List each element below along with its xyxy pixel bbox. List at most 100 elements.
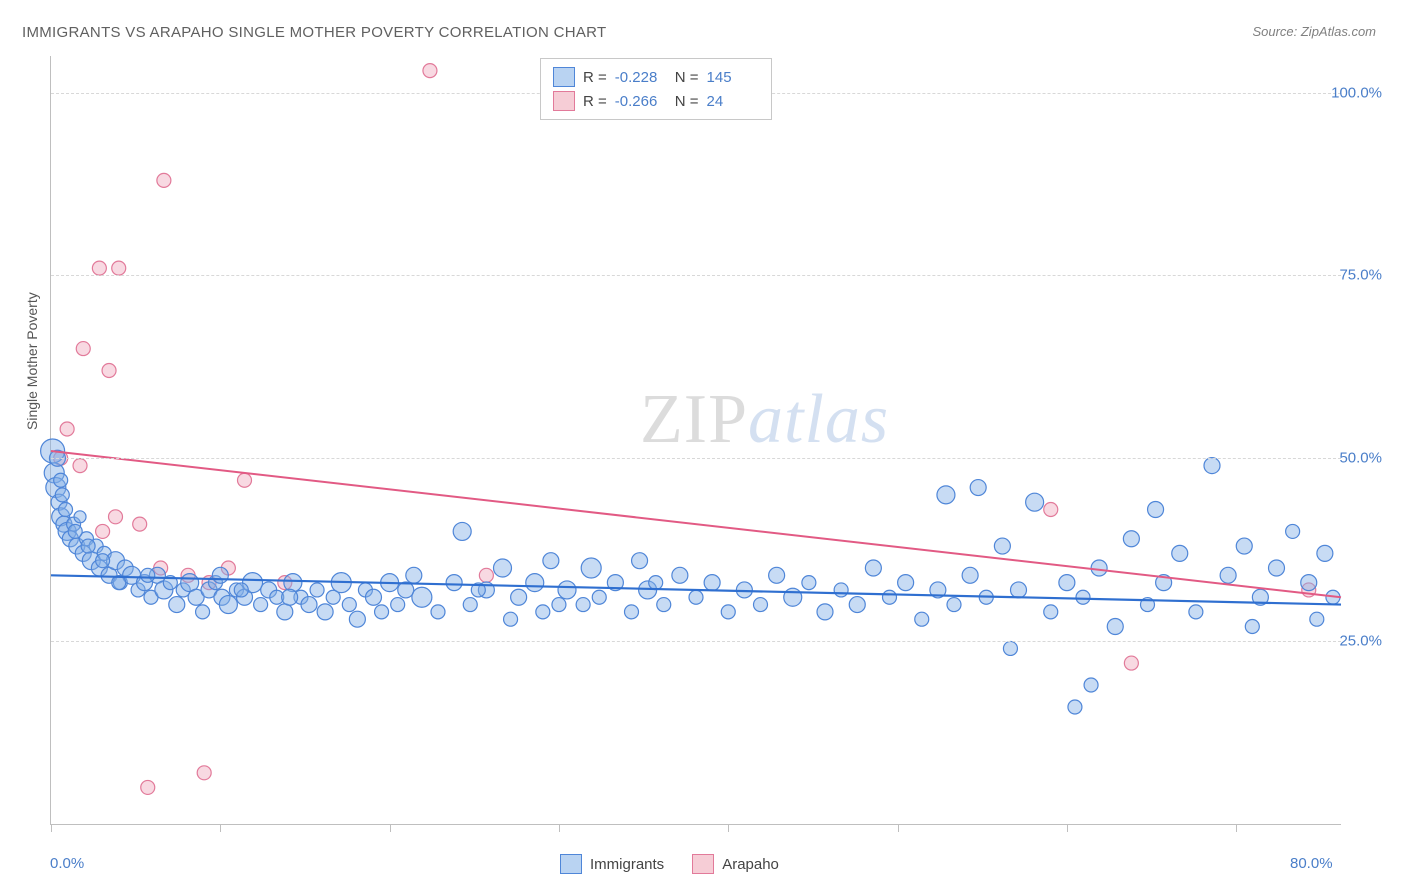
data-point — [1245, 620, 1259, 634]
data-point — [412, 587, 432, 607]
data-point — [1148, 501, 1164, 517]
data-point — [672, 567, 688, 583]
x-tick — [1067, 824, 1068, 832]
chart-title: IMMIGRANTS VS ARAPAHO SINGLE MOTHER POVE… — [22, 24, 607, 41]
legend-item-arapaho: Arapaho — [692, 854, 779, 874]
data-point — [157, 173, 171, 187]
data-point — [219, 596, 237, 614]
data-point — [60, 422, 74, 436]
x-tick — [728, 824, 729, 832]
data-point — [970, 480, 986, 496]
data-point — [141, 780, 155, 794]
data-point — [543, 553, 559, 569]
data-point — [109, 510, 123, 524]
data-point — [576, 598, 590, 612]
data-point — [212, 567, 228, 583]
swatch-immigrants-bottom — [560, 854, 582, 874]
data-point — [1068, 700, 1082, 714]
data-point — [1189, 605, 1203, 619]
data-point — [375, 605, 389, 619]
data-point — [1107, 619, 1123, 635]
data-point — [657, 598, 671, 612]
data-point — [704, 575, 720, 591]
data-point — [494, 559, 512, 577]
data-point — [59, 502, 73, 516]
data-point — [141, 568, 155, 582]
swatch-arapaho-bottom — [692, 854, 714, 874]
source-attribution: Source: ZipAtlas.com — [1252, 24, 1376, 39]
chart-svg — [51, 56, 1341, 824]
data-point — [68, 524, 82, 538]
x-tick — [390, 824, 391, 832]
data-point — [54, 473, 68, 487]
data-point — [463, 598, 477, 612]
data-point — [1172, 545, 1188, 561]
data-point — [1076, 590, 1090, 604]
data-point — [1124, 656, 1138, 670]
data-point — [453, 522, 471, 540]
data-point — [625, 605, 639, 619]
data-point — [504, 612, 518, 626]
data-point — [277, 604, 293, 620]
data-point — [1044, 605, 1058, 619]
y-tick-label: 100.0% — [1331, 84, 1382, 101]
data-point — [754, 598, 768, 612]
data-point — [431, 605, 445, 619]
data-point — [76, 342, 90, 356]
data-point — [1059, 575, 1075, 591]
data-point — [238, 473, 252, 487]
data-point — [1123, 531, 1139, 547]
stats-row-immigrants: R = -0.228 N = 145 — [553, 65, 759, 89]
data-point — [817, 604, 833, 620]
data-point — [254, 598, 268, 612]
gridline — [51, 458, 1341, 459]
data-point — [317, 604, 333, 620]
data-point — [1044, 502, 1058, 516]
swatch-immigrants — [553, 67, 575, 87]
data-point — [526, 574, 544, 592]
data-point — [446, 575, 462, 591]
data-point — [1310, 612, 1324, 626]
data-point — [962, 567, 978, 583]
data-point — [883, 590, 897, 604]
data-point — [865, 560, 881, 576]
data-point — [133, 517, 147, 531]
data-point — [282, 589, 298, 605]
data-point — [1317, 545, 1333, 561]
data-point — [581, 558, 601, 578]
data-point — [366, 589, 382, 605]
data-point — [1204, 458, 1220, 474]
data-point — [391, 598, 405, 612]
data-point — [1011, 582, 1027, 598]
data-point — [834, 583, 848, 597]
data-point — [632, 553, 648, 569]
data-point — [73, 459, 87, 473]
data-point — [1301, 575, 1317, 591]
data-point — [74, 511, 86, 523]
x-tick — [51, 824, 52, 832]
data-point — [552, 598, 566, 612]
data-point — [849, 597, 865, 613]
series-legend: Immigrants Arapaho — [560, 854, 779, 874]
y-tick-label: 75.0% — [1339, 267, 1382, 284]
gridline — [51, 641, 1341, 642]
data-point — [284, 574, 302, 592]
data-point — [1236, 538, 1252, 554]
y-axis-label: Single Mother Poverty — [24, 292, 40, 430]
data-point — [349, 611, 365, 627]
data-point — [536, 605, 550, 619]
data-point — [1003, 641, 1017, 655]
data-point — [310, 583, 324, 597]
legend-item-immigrants: Immigrants — [560, 854, 664, 874]
data-point — [92, 261, 106, 275]
x-tick — [1236, 824, 1237, 832]
y-tick-label: 25.0% — [1339, 633, 1382, 650]
data-point — [994, 538, 1010, 554]
y-tick-label: 50.0% — [1339, 450, 1382, 467]
data-point — [1220, 567, 1236, 583]
data-point — [342, 598, 356, 612]
data-point — [592, 590, 606, 604]
data-point — [301, 597, 317, 613]
stats-legend: R = -0.228 N = 145 R = -0.266 N = 24 — [540, 58, 772, 120]
data-point — [558, 581, 576, 599]
